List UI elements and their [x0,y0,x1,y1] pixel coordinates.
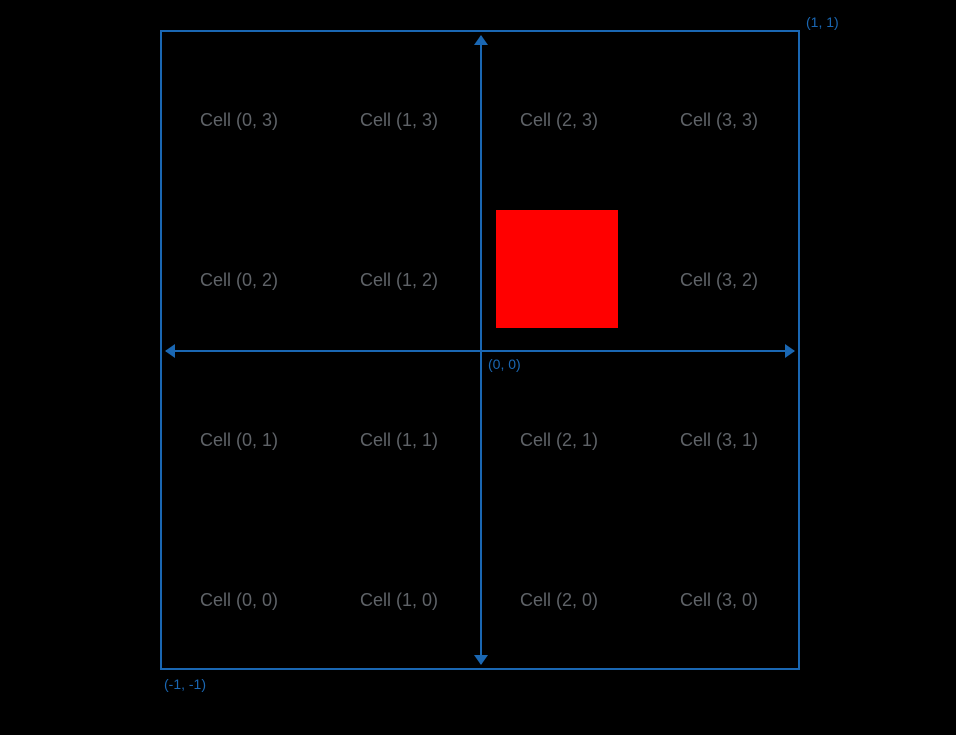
cell-label: Cell (3, 0) [680,590,758,611]
cell-label: Cell (3, 2) [680,270,758,291]
cell-label: Cell (0, 2) [200,270,278,291]
cell-label: Cell (3, 3) [680,110,758,131]
cell-label: Cell (2, 1) [520,430,598,451]
cell-label: Cell (1, 2) [360,270,438,291]
cell-label: Cell (3, 1) [680,430,758,451]
corner-bottom-left: (-1, -1) [164,676,206,692]
cell-label: Cell (1, 3) [360,110,438,131]
x-axis [166,350,794,352]
cell-label: Cell (0, 1) [200,430,278,451]
marker-square [496,210,618,328]
cell-label: Cell (2, 0) [520,590,598,611]
cell-label: Cell (2, 3) [520,110,598,131]
corner-top-right: (1, 1) [806,14,839,30]
cell-label: Cell (1, 1) [360,430,438,451]
cell-label: Cell (1, 0) [360,590,438,611]
cell-label: Cell (0, 3) [200,110,278,131]
origin-label: (0, 0) [488,356,521,372]
cell-label: Cell (0, 0) [200,590,278,611]
